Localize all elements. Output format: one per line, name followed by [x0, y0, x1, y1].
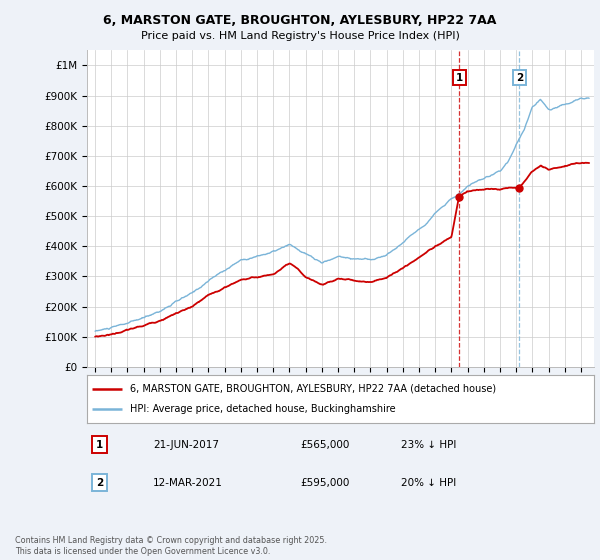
Text: 6, MARSTON GATE, BROUGHTON, AYLESBURY, HP22 7AA: 6, MARSTON GATE, BROUGHTON, AYLESBURY, H… [103, 14, 497, 27]
Text: 6, MARSTON GATE, BROUGHTON, AYLESBURY, HP22 7AA (detached house): 6, MARSTON GATE, BROUGHTON, AYLESBURY, H… [130, 384, 496, 394]
Text: 1: 1 [96, 440, 103, 450]
Text: HPI: Average price, detached house, Buckinghamshire: HPI: Average price, detached house, Buck… [130, 404, 396, 414]
Text: £565,000: £565,000 [300, 440, 349, 450]
Text: £595,000: £595,000 [300, 478, 349, 488]
Text: 23% ↓ HPI: 23% ↓ HPI [401, 440, 457, 450]
Text: 2: 2 [516, 73, 523, 82]
Text: 2: 2 [96, 478, 103, 488]
Text: 21-JUN-2017: 21-JUN-2017 [153, 440, 219, 450]
Text: 12-MAR-2021: 12-MAR-2021 [153, 478, 223, 488]
Text: Contains HM Land Registry data © Crown copyright and database right 2025.
This d: Contains HM Land Registry data © Crown c… [15, 536, 327, 556]
Text: Price paid vs. HM Land Registry's House Price Index (HPI): Price paid vs. HM Land Registry's House … [140, 31, 460, 41]
Text: 20% ↓ HPI: 20% ↓ HPI [401, 478, 457, 488]
Text: 1: 1 [455, 73, 463, 82]
